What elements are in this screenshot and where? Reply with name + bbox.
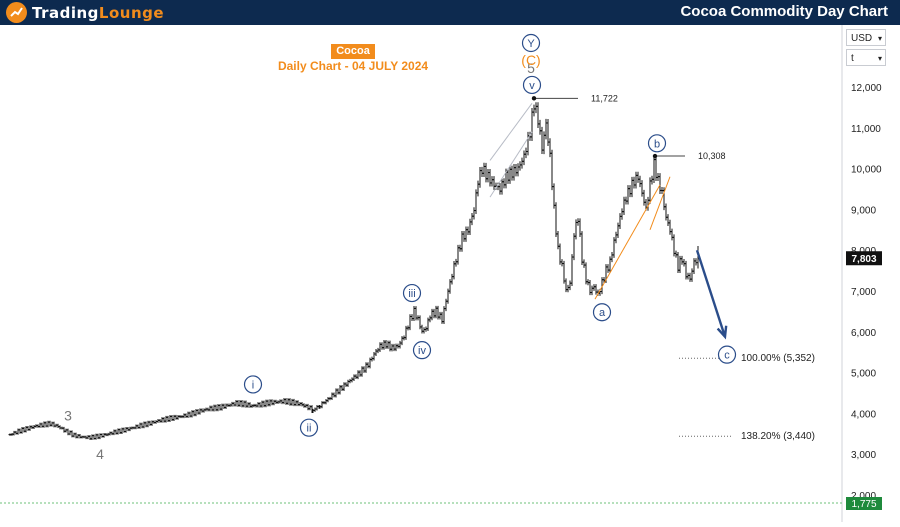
bottom-price-badge [846,497,882,510]
tradinglounge-logo: TradingLounge [6,2,164,23]
horizontal-level-marker [652,153,658,159]
wave-label-circle [243,375,263,394]
wave-label: Y [527,38,535,50]
horizontal-level-label: 10,308 [698,151,726,161]
wave-label-circle [592,303,612,322]
fib-level-label: 138.20% (3,440) [741,431,815,442]
y-tick-label: 5,000 [851,369,876,380]
scale-label: t [851,53,854,64]
logo-mark-icon [6,2,27,23]
channel-line-upper [489,103,533,161]
wave-label-circle [647,134,667,153]
fib-level-label: 100.00% (5,352) [741,353,815,364]
currency-selector[interactable]: USD ▾ [846,29,886,46]
last-price-label: 7,803 [851,254,876,265]
logo-text: TradingLounge [32,4,164,22]
y-tick-label: 3,000 [851,450,876,461]
price-chart[interactable]: 12,00011,00010,0009,0008,0007,0006,0005,… [0,25,900,522]
wave-b-trendline [594,184,661,300]
wave-label: 3 [64,407,72,423]
wave-label-circle [402,283,422,303]
plot-background [0,25,842,522]
y-tick-label: 2,000 [851,491,876,502]
y-tick-label: 11,000 [851,124,881,135]
wave-label: v [529,80,535,92]
currency-label: USD [851,33,873,44]
horizontal-level-marker [531,96,537,101]
y-tick-label: 7,000 [851,287,876,298]
y-tick-label: 9,000 [851,205,876,216]
channel-line-lower [489,131,533,198]
logo-text-suffix: Lounge [98,3,165,22]
wave-label: i [252,379,254,391]
bottom-price-label: 1,775 [851,499,876,510]
wave-label: iv [418,345,426,357]
chevron-down-icon: ▾ [877,34,882,43]
wave-b-trendline-short [649,176,671,230]
projection-arrow-shaft [695,249,727,338]
scale-selector[interactable]: t ▾ [846,49,886,66]
page-title: Cocoa Commodity Day Chart [680,3,888,20]
wave-label: a [599,307,606,319]
y-tick-label: 10,000 [851,165,882,176]
chart-area[interactable]: 12,00011,00010,0009,0008,0007,0006,0005,… [0,25,900,522]
chevron-down-icon: ▾ [877,54,882,63]
wave-label: ii [307,423,312,435]
last-price-badge [846,251,882,266]
projection-arrow-head-icon [716,325,728,340]
y-tick-label: 6,000 [851,328,876,339]
wave-label-circle [299,418,319,437]
wave-label-circle [717,345,737,364]
horizontal-level-label: 11,722 [591,93,618,103]
header-bar: TradingLounge Cocoa Commodity Day Chart [0,0,900,25]
chart-arrow-icon [10,7,23,17]
wave-label: 5 [527,60,535,76]
y-tick-label: 4,000 [851,409,876,420]
logo-text-prefix: Trading [32,3,99,22]
wave-label: b [654,138,660,150]
y-tick-label: 12,000 [851,83,882,94]
wave-label: iii [408,288,415,300]
wave-label-circle [521,33,541,53]
wave-label: c [724,350,730,362]
wave-label: 4 [96,446,104,462]
chart-title-badge: Cocoa [331,44,375,59]
wave-label-circle [412,341,432,360]
wave-label-circle [522,75,542,95]
wave-label: (C) [521,52,540,68]
chart-subtitle: Daily Chart - 04 JULY 2024 [277,59,429,73]
